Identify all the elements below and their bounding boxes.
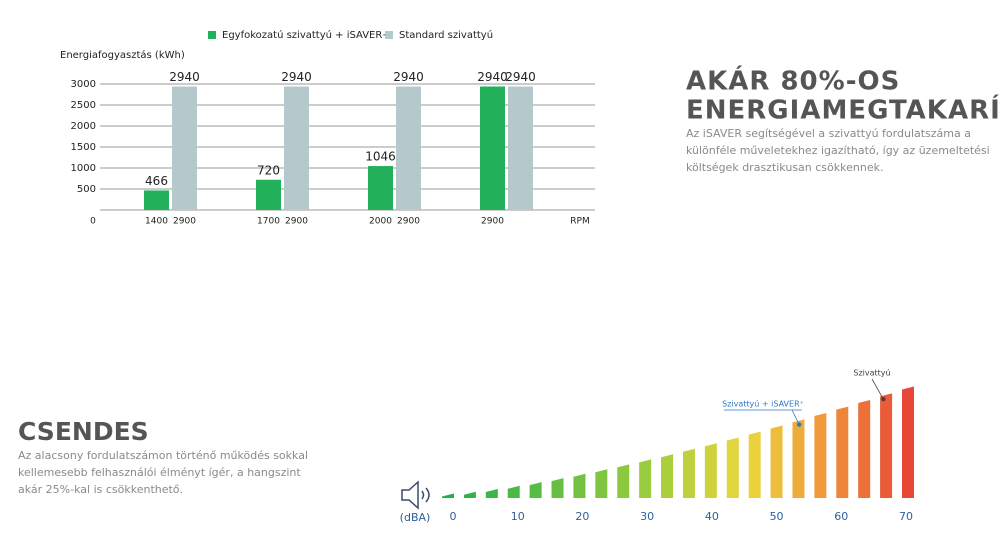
annotation-dot: [881, 396, 886, 402]
bar-value-label: 466: [145, 174, 168, 188]
level-bar: [792, 419, 805, 498]
x-tick-label: 60: [834, 510, 848, 523]
bar: [284, 86, 309, 210]
level-bar: [748, 431, 761, 498]
x-axis-label: (dBA): [400, 511, 431, 524]
level-bar: [770, 425, 783, 498]
bar: [368, 166, 393, 210]
x-tick-label: 20: [575, 510, 589, 523]
bar: [508, 86, 533, 210]
savings-title: AKÁR 80%-OS: [686, 65, 900, 97]
y-tick-label: 500: [77, 184, 96, 195]
bar-value-label: 2940: [169, 70, 200, 84]
level-bar: [529, 482, 542, 498]
bar-value-label: 1046: [365, 150, 396, 164]
x-tick-label: 50: [770, 510, 784, 523]
level-bar: [726, 437, 739, 498]
y-tick-label: 2000: [71, 121, 96, 132]
x-tick-label: 70: [899, 510, 913, 523]
level-bar: [836, 406, 849, 498]
level-bar: [704, 443, 717, 498]
bar: [256, 179, 281, 210]
y-tick-label: 1000: [71, 163, 96, 174]
level-bar: [551, 478, 564, 498]
legend-swatch: [385, 31, 393, 39]
savings-text: Az iSAVER segítségével a szivattyú fordu…: [686, 127, 971, 140]
x-tick-label: 1700: [257, 217, 280, 227]
y-tick-label: 3000: [71, 79, 96, 90]
bar-value-label: 720: [257, 163, 280, 177]
level-bar: [442, 493, 454, 498]
x-tick-label: 10: [511, 510, 525, 523]
quiet-text: Az alacsony fordulatszámon történő működ…: [18, 449, 308, 462]
level-bar: [595, 469, 608, 498]
quiet-title: CSENDES: [18, 417, 149, 446]
level-bar: [573, 473, 586, 498]
level-bar: [880, 393, 893, 498]
level-bar: [463, 491, 476, 498]
x-tick-label: 2900: [481, 217, 504, 227]
level-bar: [639, 459, 652, 498]
x-axis-label: RPM: [570, 217, 589, 227]
level-bar: [617, 464, 630, 498]
x-tick-label: 2900: [285, 217, 308, 227]
x-tick-label: 1400: [145, 217, 168, 227]
bar-value-label: 2940: [477, 70, 508, 84]
annotation-leader: [791, 409, 800, 425]
quiet-text: akár 25%-kal is csökkenthető.: [18, 483, 183, 496]
annotation-dot: [797, 422, 802, 427]
bar-value-label: 2940: [505, 70, 536, 84]
level-bar: [661, 454, 674, 498]
annotation-label: Szivattyú + iSAVER⁺: [722, 400, 804, 409]
savings-text: költségek drasztikusan csökkennek.: [686, 161, 883, 174]
savings-title: ENERGIAMEGTAKARÍTÁS: [686, 94, 1000, 126]
savings-text: különféle műveletekhez igazítható, így a…: [686, 144, 990, 157]
quiet-text: kellemesebb felhasználói élményt ígér, a…: [18, 466, 301, 479]
bar-value-label: 2940: [393, 70, 424, 84]
bar: [480, 86, 505, 210]
x-tick-label: 2900: [173, 217, 196, 227]
x-tick-label: 2900: [397, 217, 420, 227]
y-tick-label: 1500: [71, 142, 96, 153]
level-bar: [682, 448, 695, 498]
legend-swatch: [208, 31, 216, 39]
bar: [144, 190, 169, 210]
level-bar: [814, 413, 827, 498]
level-bar: [902, 386, 914, 498]
x-tick-label: 30: [640, 510, 654, 523]
legend-label: Egyfokozatú szivattyú + iSAVER+: [222, 29, 391, 41]
x-tick-label: 0: [450, 510, 457, 523]
bar-value-label: 2940: [281, 70, 312, 84]
y-axis-label: Energiafogyasztás (kWh): [60, 49, 185, 61]
y-tick-label: 2500: [71, 100, 96, 111]
legend-label: Standard szivattyú: [399, 29, 493, 41]
level-bar: [507, 485, 520, 498]
annotation-label: Szivattyú: [853, 369, 890, 378]
level-bar: [858, 400, 871, 498]
x-start-label: 0: [90, 217, 96, 227]
level-bar: [485, 489, 498, 498]
bar: [172, 86, 197, 210]
bar: [396, 86, 421, 210]
x-tick-label: 2000: [369, 217, 392, 227]
speaker-icon: [401, 480, 430, 510]
x-tick-label: 40: [705, 510, 719, 523]
annotation-leader: [871, 378, 884, 400]
